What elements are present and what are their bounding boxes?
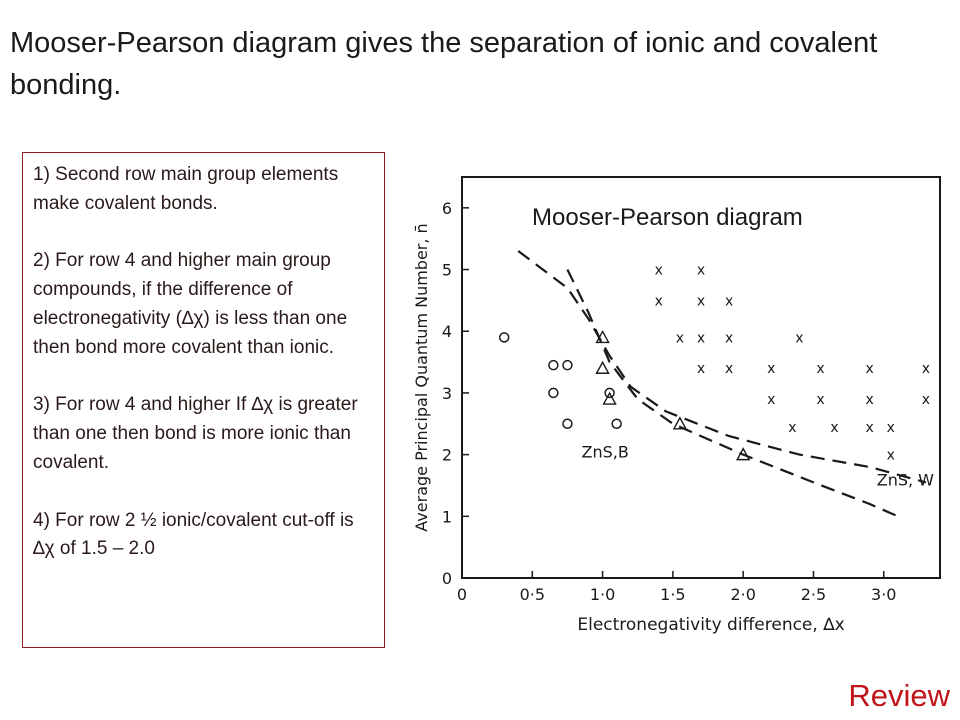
y-tick-label: 4 [442,322,452,341]
figure-caption: Mooser-Pearson diagram [530,204,805,232]
y-tick-label: 2 [442,446,452,465]
point-cross: x [830,420,838,436]
axis-labels: NaClElectronegativity difference, ∆xAver… [412,223,845,635]
point-cross: x [676,330,684,346]
point-triangle [595,329,610,344]
slide-title: Mooser-Pearson diagram gives the separat… [10,27,878,101]
y-tick-label: 5 [442,261,452,280]
point-cross: x [697,330,705,346]
point-cross: x [767,361,775,377]
point-cross: x [866,392,874,408]
point-cross: x [887,448,895,464]
point-cross: x [725,330,733,346]
review-label: Review [848,678,950,713]
point-cross: x [922,392,930,408]
plot-frame [461,176,941,579]
plot-border [461,176,941,579]
x-tick-label: 0 [457,585,467,604]
point-cross: x [725,361,733,377]
point-cross: x [655,293,663,309]
point-cross: x [887,420,895,436]
point-cross: x [788,420,796,436]
point-circle [562,359,573,371]
point-cross: x [922,361,930,377]
x-tick-label: 0·5 [520,585,545,604]
point-triangle [672,416,688,430]
point-triangle [735,447,751,461]
y-tick-label: 1 [442,507,452,526]
y-tick-label: 3 [442,384,452,403]
point-circle [498,332,510,343]
point-cross: x [816,361,824,377]
point-cross: x [866,361,874,377]
x-tick-label: 1·0 [590,585,615,604]
x-tick-label: 2·5 [801,585,826,604]
point-cross: x [767,392,775,408]
point-cross: x [697,293,705,309]
y-axis-label: Average Principal Quantum Number, n̄ [412,223,431,531]
note-item-4: 4) For row 2 ½ ionic/covalent cut-off is… [33,509,359,560]
point-cross: x [655,263,663,279]
y-tick-label: 6 [442,199,452,218]
point-cross: x [816,392,824,408]
point-cross: x [795,330,803,346]
point-circle [604,387,615,399]
boundary-curve-1 [517,250,927,484]
axis-ticks: 0 0·5 1·0 1·5 2·0 2·5 3·0 0 1 2 3 4 5 6 [442,199,897,604]
boundary-curve-2 [566,269,899,518]
y-tick-label: 0 [442,569,452,588]
notes-box: 1) Second row main group elements make c… [22,152,385,648]
point-circle [548,387,559,399]
point-triangle [602,391,617,405]
boundary-curves: ZnS,B ZnS, W [517,250,934,518]
boundary-label-zns-b: ZnS,B [582,443,629,462]
point-circle [611,418,622,430]
x-tick-label: 2·0 [730,585,755,604]
point-cross: x [866,420,874,436]
point-circle [562,418,573,430]
point-cross: x [697,263,705,279]
point-cross: x [725,293,733,309]
boundary-label-zns-w: ZnS, W [877,470,934,489]
note-item-3: 3) For row 4 and higher If ∆χ is greater… [33,394,363,473]
mooser-pearson-plot: 0 0·5 1·0 1·5 2·0 2·5 3·0 0 1 2 3 4 5 6 ZnS,B ZnS, W x… [405,165,950,645]
point-triangle [595,360,610,374]
point-cross: x [697,361,705,377]
figure-background [405,165,950,645]
x-tick-label: 1·5 [660,585,685,604]
mooser-pearson-figure: 0 0·5 1·0 1·5 2·0 2·5 3·0 0 1 2 3 4 5 6 ZnS,B ZnS, W x… [405,165,950,645]
note-item-1: 1) Second row main group elements make c… [33,164,344,214]
point-circle [548,359,559,371]
note-item-2: 2) For row 4 and higher main group compo… [33,250,353,358]
x-axis-label: Electronegativity difference, ∆x [577,615,844,635]
x-tick-label: 3·0 [871,585,896,604]
